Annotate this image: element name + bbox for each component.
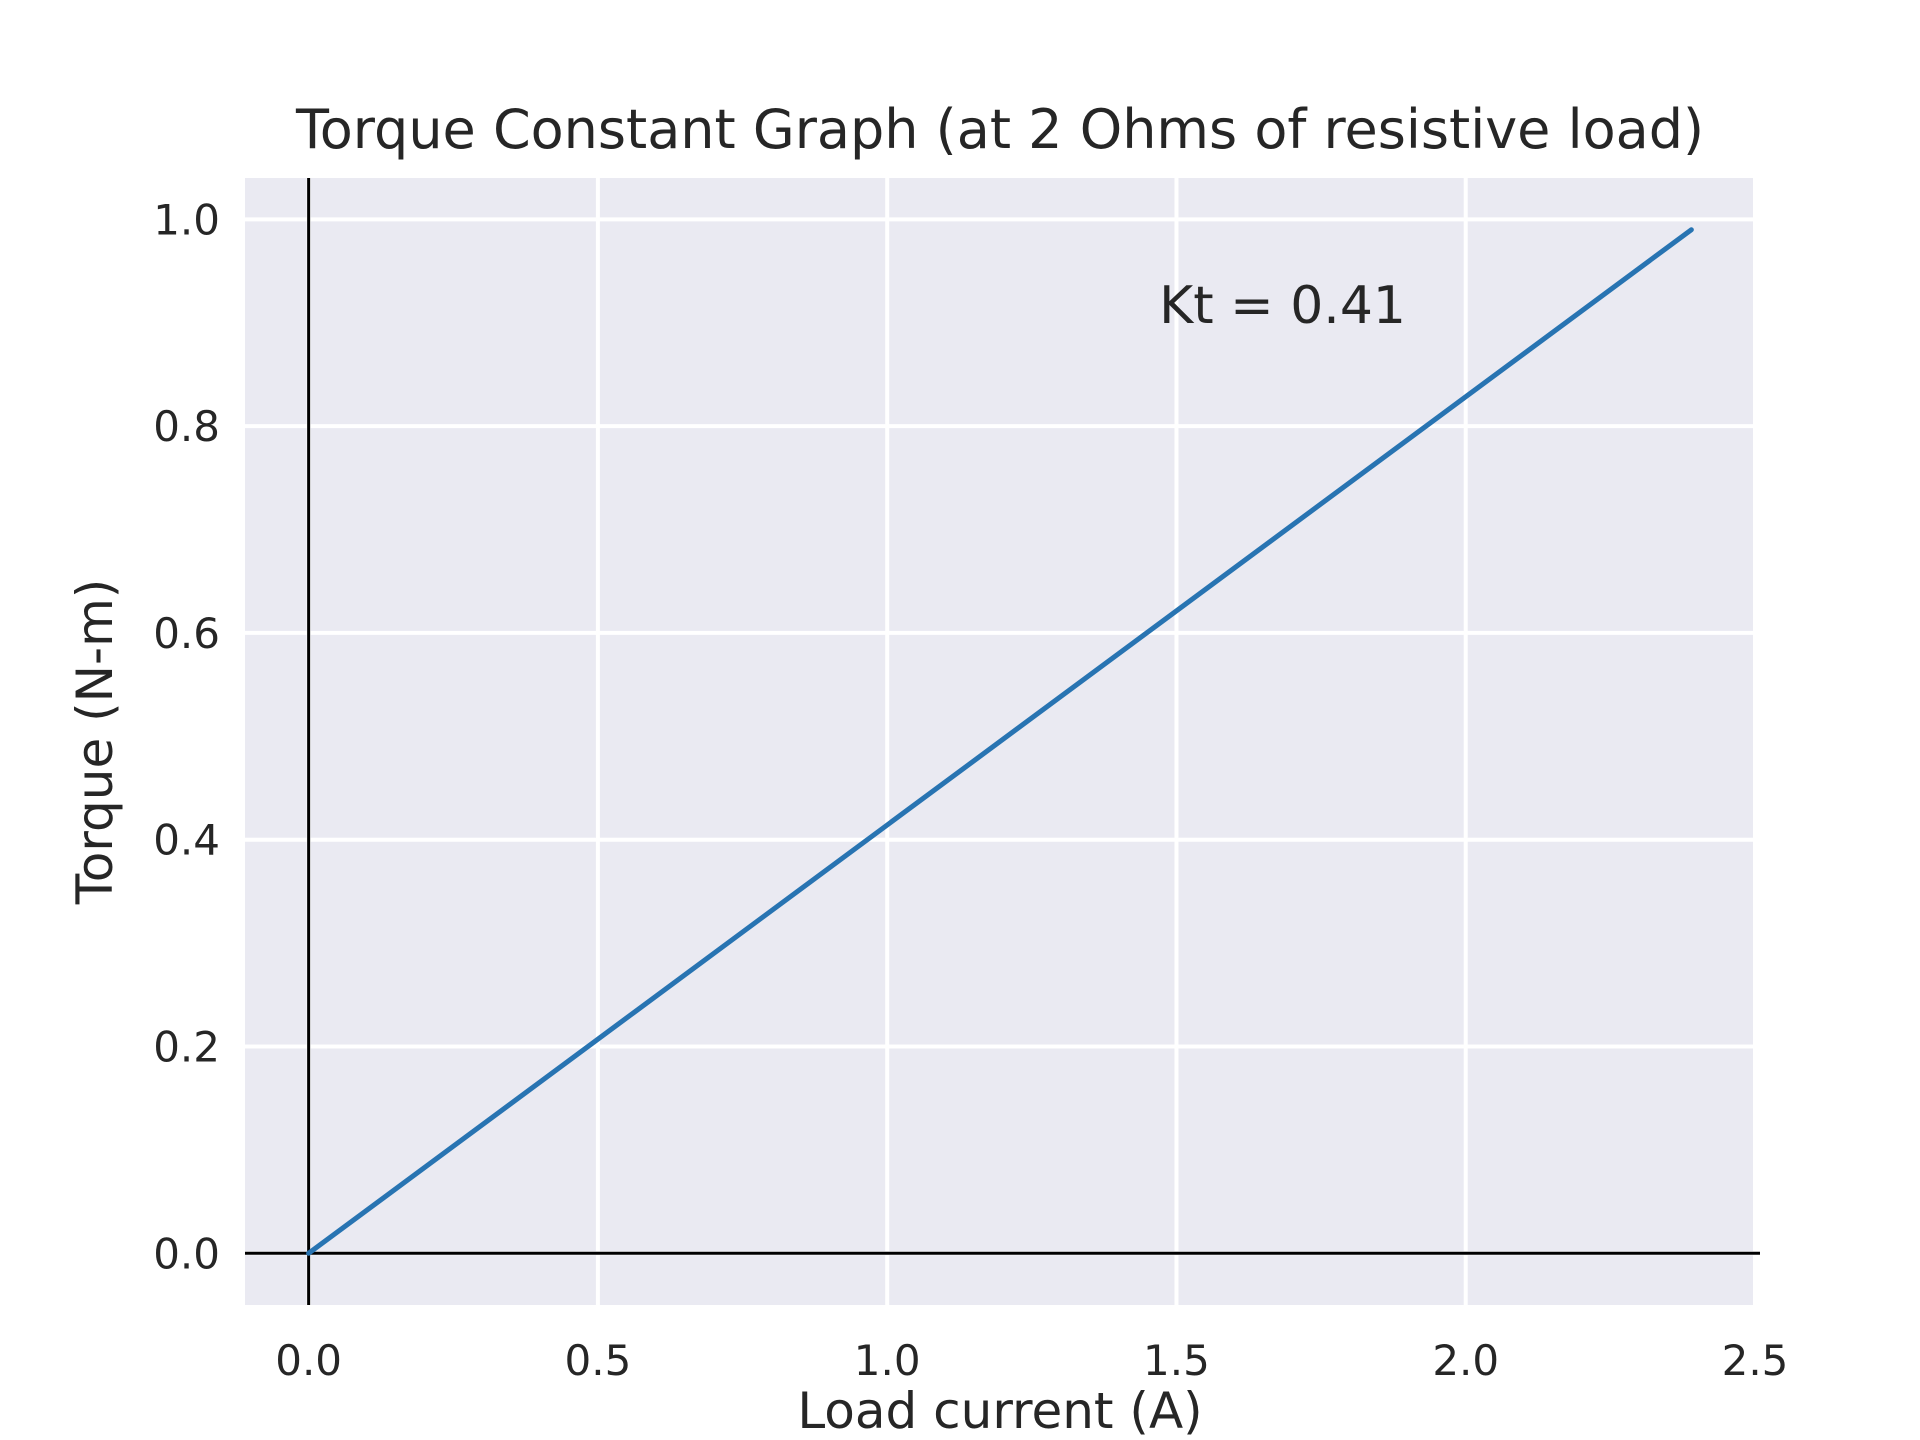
y-tick-labels: 0.0 0.2 0.4 0.6 0.8 1.0 [153,195,220,1278]
reference-lines [245,178,1760,1305]
series-layer [306,227,1694,1256]
kt-annotation: Kt = 0.41 [1159,276,1406,336]
x-tick-label-1: 0.5 [565,1336,632,1385]
grid-lines [245,178,1757,1305]
y-tick-label-4: 0.8 [153,402,220,451]
x-tick-labels: 0.0 0.5 1.0 1.5 2.0 2.5 [275,1336,1788,1385]
y-tick-label-1: 0.2 [153,1023,220,1072]
y-axis-title: Torque (N-m) [66,579,124,906]
x-tick-label-2: 1.0 [854,1336,921,1385]
x-axis-title: Load current (A) [797,1382,1202,1440]
y-tick-label-2: 0.4 [153,816,220,865]
x-tick-label-0: 0.0 [275,1336,342,1385]
series-line-0 [306,227,1694,1256]
x-tick-label-5: 2.5 [1722,1336,1789,1385]
x-tick-label-4: 2.0 [1432,1336,1499,1385]
y-tick-label-3: 0.6 [153,609,220,658]
y-tick-label-0: 0.0 [153,1229,220,1278]
y-tick-label-5: 1.0 [153,195,220,244]
x-tick-label-3: 1.5 [1143,1336,1210,1385]
chart-title: Torque Constant Graph (at 2 Ohms of resi… [295,98,1704,161]
